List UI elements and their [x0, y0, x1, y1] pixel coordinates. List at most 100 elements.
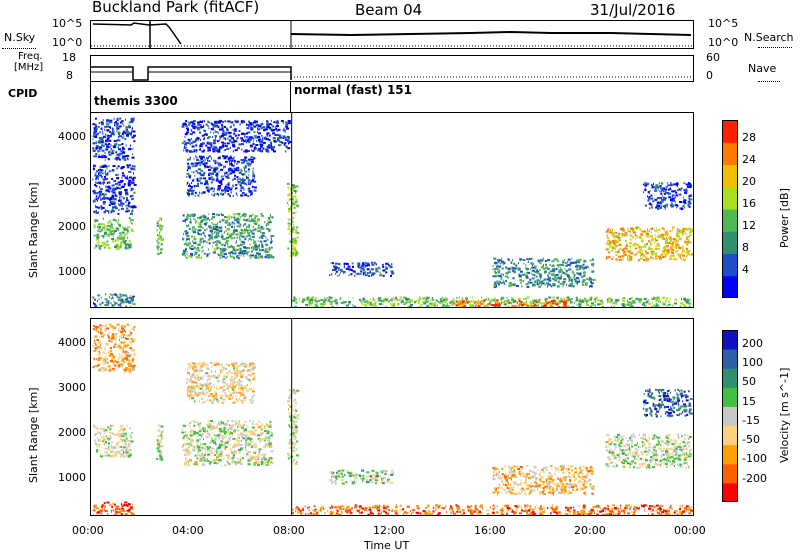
power-echo-cell — [683, 231, 685, 234]
power-echo-cell — [112, 184, 114, 187]
power-echo-cell — [512, 267, 515, 270]
power-echo-cell — [498, 265, 500, 268]
power-echo-cell — [112, 297, 114, 300]
power-echo-cell — [125, 132, 127, 135]
power-echo-cell — [219, 228, 223, 231]
velocity-echo-cell — [95, 329, 98, 332]
power-echo-cell — [392, 303, 394, 306]
power-echo-cell — [129, 205, 133, 208]
velocity-echo-cell — [157, 435, 161, 437]
power-echo-cell — [632, 301, 636, 304]
power-echo-cell — [108, 230, 110, 233]
power-echo-cell — [527, 261, 529, 263]
power-echo-cell — [230, 251, 233, 254]
power-echo-cell — [539, 298, 541, 301]
power-echo-cell — [254, 215, 258, 218]
power-echo-cell — [108, 296, 110, 299]
velocity-echo-cell — [95, 433, 98, 435]
power-echo-cell — [510, 298, 514, 301]
power-echo-cell — [542, 280, 544, 283]
power-echo-cell — [106, 221, 108, 224]
power-echo-cell — [127, 175, 128, 178]
power-echo-cell — [657, 255, 661, 258]
velocity-echo-cell — [207, 430, 209, 433]
power-echo-cell — [651, 186, 654, 189]
power-echo-cell — [104, 224, 106, 227]
power-echo-cell — [501, 296, 505, 299]
velocity-echo-cell — [107, 426, 110, 429]
power-echo-cell — [131, 117, 135, 120]
power-echo-cell — [626, 248, 628, 250]
power-echo-cell — [452, 302, 456, 305]
power-echo-cell — [127, 226, 130, 229]
power-echo-cell — [555, 301, 558, 304]
velocity-echo-cell — [221, 444, 224, 447]
velocity-echo-cell — [122, 504, 124, 507]
power-echo-cell — [95, 244, 98, 247]
velocity-echo-cell — [193, 463, 196, 465]
power-echo-cell — [539, 269, 541, 271]
power-echo-cell — [197, 194, 200, 197]
power-echo-cell — [676, 194, 678, 197]
power-echo-cell — [230, 163, 233, 165]
power-echo-cell — [643, 245, 647, 248]
velocity-echo-cell — [122, 366, 124, 369]
velocity-echo-cell — [251, 426, 255, 429]
velocity-echo-cell — [258, 450, 260, 453]
power-echo-cell — [520, 270, 523, 273]
noise-right-tick-bottom: 10^0 — [708, 36, 739, 49]
power-echo-cell — [669, 297, 671, 300]
power-echo-cell — [562, 280, 565, 283]
power-echo-cell — [426, 296, 430, 299]
power-echo-cell — [629, 234, 633, 237]
power-echo-cell — [240, 137, 244, 140]
power-echo-cell — [657, 188, 659, 191]
power-echo-cell — [213, 142, 216, 145]
power-echo-cell — [156, 252, 160, 255]
power-echo-cell — [258, 139, 261, 142]
velocity-echo-cell — [129, 434, 132, 437]
velocity-echo-cell — [112, 326, 116, 329]
power-echo-cell — [648, 230, 650, 233]
velocity-echo-cell — [209, 463, 211, 466]
power-echo-cell — [190, 121, 194, 124]
power-echo-cell — [594, 299, 596, 302]
power-echo-cell — [209, 219, 211, 221]
velocity-echo-cell — [120, 333, 123, 336]
power-echo-cell — [250, 229, 252, 232]
power-echo-cell — [664, 248, 668, 251]
power-echo-cell — [257, 239, 259, 242]
power-echo-cell — [94, 130, 96, 133]
power-echo-cell — [568, 276, 572, 279]
power-echo-cell — [527, 282, 529, 285]
power-echo-cell — [497, 258, 500, 261]
power-echo-cell — [117, 299, 119, 302]
power-echo-cell — [568, 279, 570, 282]
power-echo-cell — [350, 269, 353, 272]
power-echo-cell — [203, 149, 206, 152]
velocity-echo-cell — [119, 335, 121, 338]
power-echo-cell — [112, 232, 115, 235]
power-echo-cell — [293, 242, 296, 245]
velocity-echo-cell — [129, 347, 133, 350]
power-echo-cell — [607, 228, 609, 231]
power-echo-cell — [294, 248, 296, 250]
power-echo-cell — [576, 304, 578, 306]
power-echo-cell — [282, 135, 286, 138]
noise-left-dotline — [2, 48, 36, 49]
power-echo-cell — [243, 246, 245, 248]
power-echo-cell — [253, 135, 257, 137]
power-echo-cell — [565, 269, 568, 272]
power-echo-cell — [199, 191, 201, 194]
power-echo-cell — [117, 177, 119, 180]
power-echo-cell — [612, 231, 616, 234]
power-echo-cell — [110, 297, 112, 300]
power-echo-cell — [611, 258, 614, 261]
power-echo-cell — [654, 234, 656, 237]
power-echo-cell — [681, 233, 684, 236]
velocity-echo-cell — [100, 428, 103, 430]
velocity-echo-cell — [106, 361, 109, 364]
power-echo-cell — [356, 272, 359, 275]
power-echo-cell — [126, 199, 129, 202]
power-echo-cell — [577, 259, 578, 262]
